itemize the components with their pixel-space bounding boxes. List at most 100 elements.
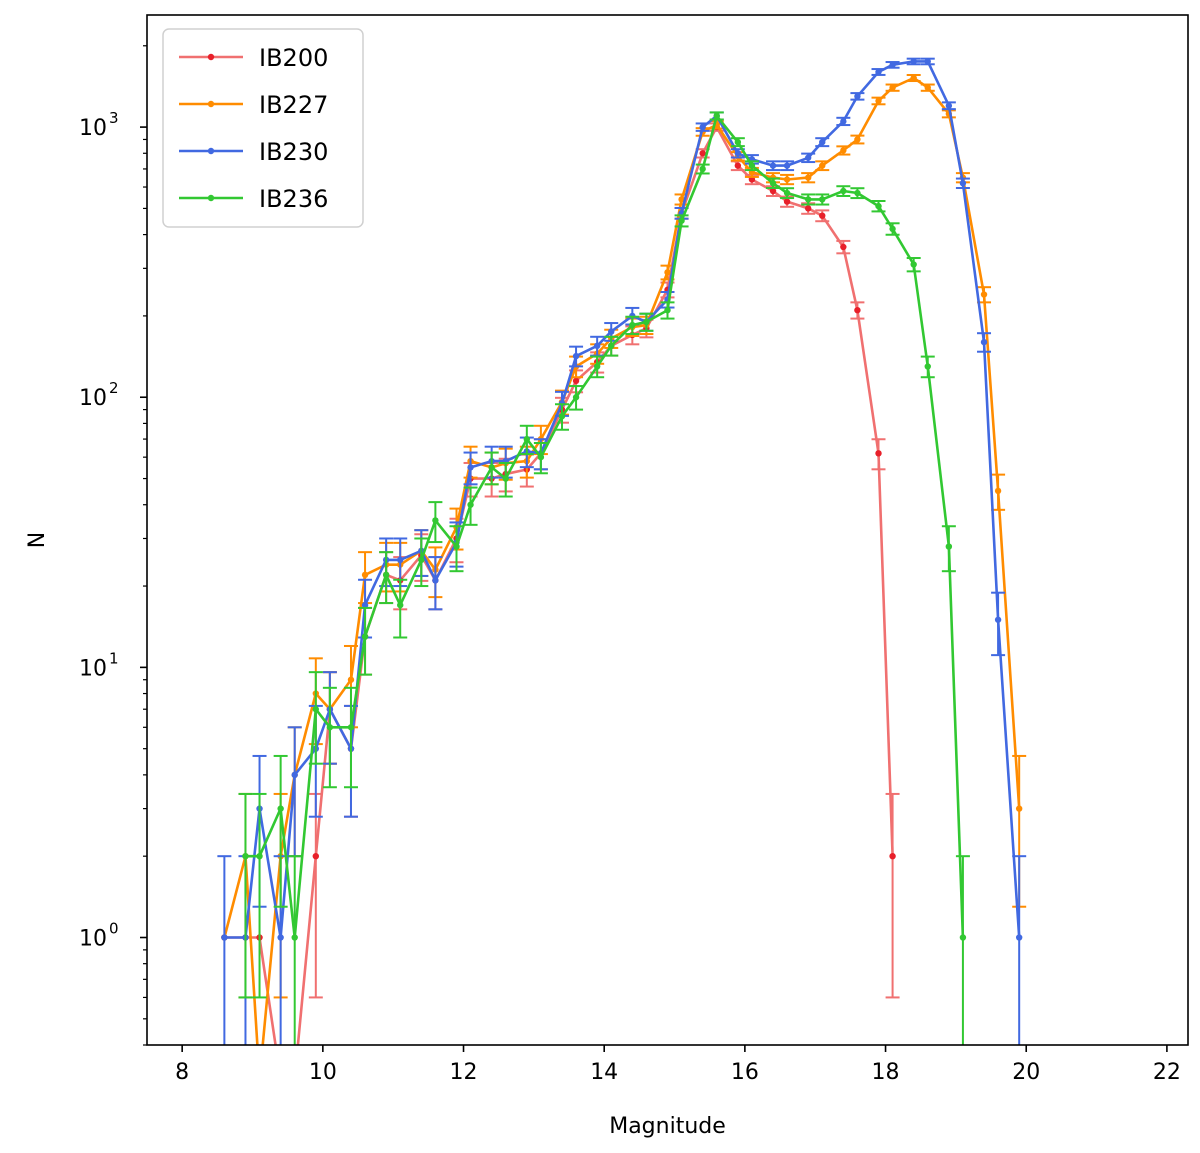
data-point-IB227	[256, 1076, 262, 1082]
data-point-IB236	[664, 306, 671, 314]
data-point-IB236	[326, 724, 334, 731]
data-point-IB230	[783, 162, 791, 169]
data-point-IB230	[980, 338, 988, 346]
data-point-IB236	[643, 318, 650, 326]
data-point-IB236	[347, 724, 355, 731]
x-tick-label: 20	[1012, 1060, 1040, 1085]
x-tick-label: 22	[1153, 1060, 1181, 1085]
data-point-IB200	[699, 150, 706, 157]
data-point-IB236	[783, 189, 791, 197]
data-point-IB236	[734, 138, 742, 146]
y-tick-exponent: 3	[109, 109, 119, 127]
x-tick-label: 12	[450, 1060, 478, 1085]
axes-frame	[146, 14, 1189, 1046]
legend-marker-IB227	[207, 100, 215, 108]
y-tick-exponent: 2	[109, 379, 119, 397]
data-point-IB230	[361, 601, 369, 609]
data-point-IB236	[502, 475, 509, 482]
data-point-IB236	[840, 187, 847, 195]
y-axis-label: N	[25, 532, 50, 548]
data-point-IB236	[678, 217, 685, 224]
data-point-IB200	[889, 852, 896, 860]
data-point-IB236	[748, 162, 756, 169]
data-point-IB230	[924, 58, 931, 65]
data-point-IB230	[593, 342, 601, 350]
data-point-IB236	[361, 633, 369, 640]
data-point-IB236	[819, 196, 826, 203]
data-point-IB230	[699, 123, 706, 131]
data-point-IB236	[397, 601, 404, 609]
legend-label-IB230: IB230	[259, 138, 328, 166]
data-point-IB227	[819, 162, 826, 169]
data-point-IB227	[840, 147, 847, 154]
data-point-IB200	[840, 243, 847, 251]
data-point-IB236	[291, 934, 298, 941]
data-point-IB236	[910, 261, 917, 268]
data-point-IB230	[608, 328, 615, 335]
data-point-IB236	[277, 805, 284, 812]
data-point-IB227	[875, 97, 882, 105]
series-IB236	[238, 111, 970, 1045]
legend-label-IB227: IB227	[259, 91, 328, 119]
data-point-IB230	[769, 162, 777, 169]
data-point-IB230	[291, 771, 298, 779]
series-line-IB227	[223, 76, 1021, 1045]
data-point-IB236	[256, 852, 263, 860]
data-point-IB230	[875, 68, 882, 76]
legend-label-IB236: IB236	[259, 185, 328, 213]
data-point-IB230	[432, 577, 439, 584]
y-tick-label: 10	[79, 116, 107, 141]
data-point-IB236	[854, 189, 861, 197]
x-tick-label: 18	[872, 1060, 900, 1085]
data-point-IB236	[713, 112, 720, 120]
series-layer	[217, 57, 1027, 1082]
data-point-IB227	[664, 269, 671, 276]
legend-label-IB200: IB200	[259, 44, 328, 72]
data-point-IB230	[572, 352, 580, 360]
data-point-IB200	[854, 306, 861, 314]
data-point-IB227	[994, 487, 1002, 495]
data-point-IB236	[537, 453, 545, 461]
data-point-IB236	[945, 543, 953, 550]
data-point-IB236	[889, 225, 896, 233]
y-tick-exponent: 0	[109, 920, 119, 938]
data-point-IB236	[959, 934, 967, 941]
data-point-IB230	[819, 138, 826, 146]
data-point-IB236	[432, 517, 439, 524]
legend-marker-IB236	[207, 194, 215, 202]
legend-marker-IB230	[207, 147, 215, 155]
data-point-IB227	[347, 676, 355, 683]
data-point-IB236	[572, 394, 580, 401]
data-point-IB227	[804, 174, 812, 181]
data-point-IB230	[910, 58, 917, 65]
data-point-IB200	[804, 205, 812, 212]
data-point-IB236	[418, 556, 425, 564]
data-point-IB236	[312, 706, 320, 713]
data-point-IB230	[467, 464, 474, 471]
data-point-IB230	[945, 102, 953, 109]
data-point-IB200	[292, 1076, 298, 1082]
data-point-IB200	[769, 187, 777, 195]
data-point-IB236	[804, 196, 812, 203]
data-point-IB236	[699, 165, 706, 173]
legend: IB200 IB227 IB230 IB236	[162, 28, 364, 228]
data-point-IB200	[783, 198, 791, 205]
data-point-IB200	[875, 450, 882, 457]
legend-marker-IB200	[207, 53, 215, 61]
data-point-IB230	[889, 61, 896, 69]
y-tick-label: 10	[79, 927, 107, 952]
data-point-IB236	[453, 543, 460, 550]
data-point-IB230	[277, 934, 284, 941]
data-point-IB236	[467, 501, 474, 508]
y-tick-exponent: 1	[109, 649, 119, 667]
data-point-IB236	[593, 363, 601, 370]
data-point-IB236	[875, 202, 882, 210]
data-point-IB230	[994, 616, 1002, 623]
data-point-IB227	[889, 84, 896, 91]
data-point-IB230	[1015, 934, 1023, 941]
data-point-IB230	[397, 556, 404, 564]
data-point-IB236	[558, 413, 566, 420]
x-tick-label: 16	[731, 1060, 759, 1085]
legend-box	[162, 28, 364, 228]
